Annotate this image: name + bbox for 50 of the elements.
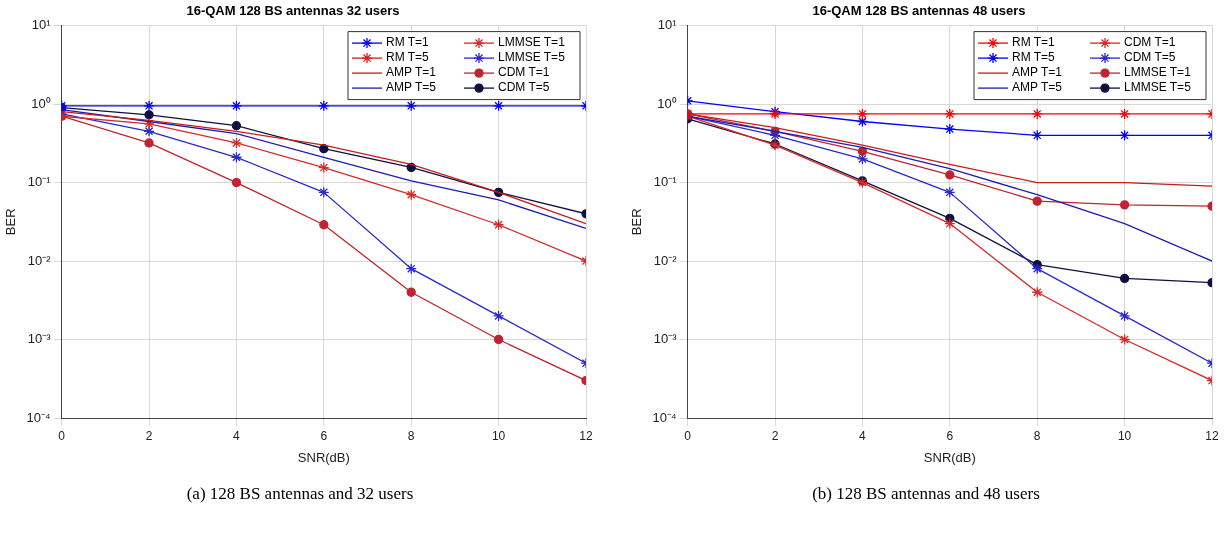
- y-axis-title: BER: [3, 208, 19, 236]
- x-axis-title: SNR(dB): [923, 449, 976, 465]
- x-tick-label: 2: [145, 428, 153, 443]
- x-tick-label: 0: [684, 428, 692, 443]
- text: (a) 128 BS antennas and 32 users: [185, 484, 415, 504]
- x-tick-label: 6: [320, 428, 328, 443]
- y-tick-label: 10⁻¹: [27, 174, 52, 190]
- legend-label: LMMSE T=5: [498, 50, 566, 65]
- text: (b) 128 BS antennas and 48 users: [811, 484, 1041, 504]
- x-tick-label: 6: [946, 428, 954, 443]
- x-tick-label: 12: [1205, 428, 1219, 443]
- legend-label: AMP T=1: [386, 65, 437, 80]
- legend-label: RM T=5: [1012, 50, 1056, 65]
- legend-label: RM T=1: [1012, 35, 1056, 50]
- x-tick-label: 10: [1117, 428, 1132, 443]
- legend-label: RM T=5: [386, 50, 430, 65]
- legend-label: LMMSE T=1: [1124, 65, 1192, 80]
- y-tick-label: 10⁰: [31, 95, 51, 111]
- y-tick-label: 10⁻³: [27, 331, 52, 347]
- x-tick-label: 8: [407, 428, 415, 443]
- x-tick-label: 4: [859, 428, 867, 443]
- x-tick-label: 2: [771, 428, 779, 443]
- legend-label: CDM T=5: [498, 80, 550, 95]
- chart-title: 16-QAM 128 BS antennas 48 users: [812, 3, 1026, 19]
- x-tick-label: 12: [579, 428, 593, 443]
- legend-label: LMMSE T=1: [498, 35, 566, 50]
- y-tick-label: 10⁻⁴: [26, 409, 51, 425]
- legend-label: AMP T=1: [1012, 65, 1063, 80]
- x-tick-label: 8: [1033, 428, 1041, 443]
- chart-title: 16-QAM 128 BS antennas 32 users: [186, 3, 400, 19]
- legend-label: RM T=1: [386, 35, 430, 50]
- legend-label: AMP T=5: [1012, 80, 1063, 95]
- x-tick-label: 10: [491, 428, 506, 443]
- y-tick-label: 10⁻²: [27, 252, 52, 268]
- y-tick-label: 10¹: [657, 17, 678, 33]
- x-tick-label: 4: [233, 428, 241, 443]
- y-tick-label: 10¹: [31, 17, 52, 33]
- legend-label: CDM T=5: [1124, 50, 1176, 65]
- y-tick-label: 10⁰: [657, 95, 677, 111]
- legend-label: AMP T=5: [386, 80, 437, 95]
- x-tick-label: 0: [58, 428, 66, 443]
- y-axis-title: BER: [629, 208, 645, 236]
- legend-label: LMMSE T=5: [1124, 80, 1192, 95]
- y-tick-label: 10⁻¹: [653, 174, 678, 190]
- legend-label: CDM T=1: [1124, 35, 1176, 50]
- y-tick-label: 10⁻³: [653, 331, 678, 347]
- legend-label: CDM T=1: [498, 65, 550, 80]
- y-tick-label: 10⁻⁴: [652, 409, 677, 425]
- y-tick-label: 10⁻²: [653, 252, 678, 268]
- x-axis-title: SNR(dB): [297, 449, 350, 465]
